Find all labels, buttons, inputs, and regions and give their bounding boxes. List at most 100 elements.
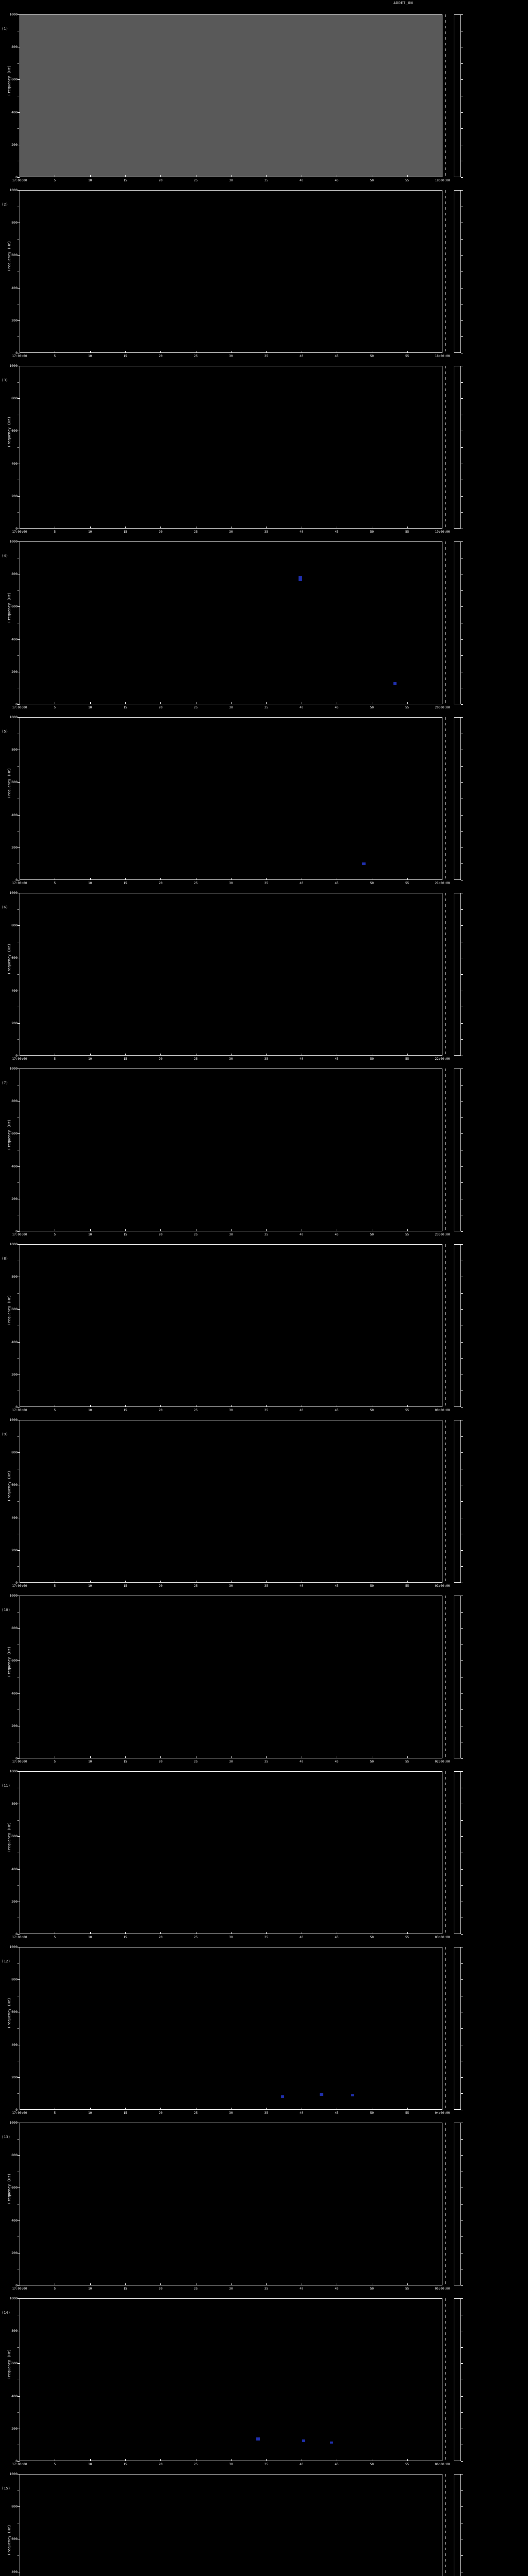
x-axis-ticks: 5 10 15 20 25 30 35 40 45 50 55 17:00:00 20:00:00 <box>12 702 450 715</box>
x-tick-mark <box>125 1756 126 1758</box>
y-tick-mark <box>18 79 20 80</box>
detection-mark <box>361 862 366 865</box>
y-tick-mark <box>18 1550 20 1551</box>
x-tick-mark <box>407 878 408 880</box>
y-tick-mark <box>18 320 20 321</box>
x-tick-label: 40 <box>300 1760 304 1764</box>
spectrogram-plot-area[interactable] <box>20 1596 442 1758</box>
y-tick-label: 800 <box>11 923 18 928</box>
spectrogram-plot-area[interactable] <box>20 2298 442 2461</box>
x-tick-label: 5 <box>54 1233 56 1236</box>
spectrogram-plot-area[interactable] <box>20 366 442 529</box>
x-axis-end-time: 05:00:00 <box>435 2287 450 2291</box>
y-tick-mark-minor <box>18 2490 19 2491</box>
x-axis-start-time: 17:00:00 <box>12 1760 27 1764</box>
x-tick-mark <box>231 702 232 704</box>
detection-mark <box>319 2093 323 2096</box>
x-tick-mark <box>407 702 408 704</box>
x-tick-label: 20 <box>158 706 162 709</box>
x-tick-mark <box>90 1229 91 1231</box>
y-tick-mark-minor <box>18 1963 19 1964</box>
spectrogram-plot-area[interactable] <box>20 2474 442 2576</box>
colorbar-ticks <box>461 1771 466 1935</box>
spectrogram-plot-area[interactable] <box>20 893 442 1056</box>
x-tick-label: 45 <box>335 1233 339 1236</box>
x-tick-mark <box>90 1054 91 1056</box>
x-axis-end-time: 06:00:00 <box>435 2463 450 2466</box>
x-tick-label: 35 <box>264 882 268 885</box>
spectrogram-plot-area[interactable] <box>20 2123 442 2285</box>
spectrogram-plot-area[interactable] <box>20 1069 442 1231</box>
x-axis-start-time: 17:00:00 <box>12 1936 27 1939</box>
y-tick-mark-minor <box>18 766 19 767</box>
colorbar <box>454 1069 461 1231</box>
x-tick-mark <box>160 1405 161 1407</box>
x-tick-mark <box>231 1581 232 1583</box>
panel-index-label: (6) <box>2 905 8 909</box>
x-tick-mark <box>231 527 232 529</box>
x-tick-label: 5 <box>54 882 56 885</box>
y-tick-mark <box>18 2506 20 2507</box>
x-tick-label: 20 <box>158 2111 162 2115</box>
y-tick-label: 0 <box>15 175 18 179</box>
x-tick-label: 10 <box>88 1057 92 1061</box>
y-tick-mark-minor <box>18 1117 19 1118</box>
x-tick-label: 25 <box>194 882 198 885</box>
x-tick-mark <box>231 2283 232 2285</box>
y-tick-label: 400 <box>11 2394 18 2398</box>
x-tick-mark <box>231 2459 232 2461</box>
spectrogram-plot-area[interactable] <box>20 1420 442 1583</box>
x-tick-label: 35 <box>264 2287 268 2291</box>
spectrogram-plot-area[interactable] <box>20 541 442 704</box>
spectrogram-plot-area[interactable] <box>20 14 442 177</box>
y-tick-label: 200 <box>11 669 18 674</box>
x-tick-mark <box>407 175 408 177</box>
y-tick-mark <box>18 815 20 816</box>
y-tick-mark <box>18 1934 20 1935</box>
x-tick-mark <box>125 527 126 529</box>
y-tick-label: 1000 <box>9 1242 18 1246</box>
y-tick-mark-minor <box>18 974 19 975</box>
x-tick-label: 20 <box>158 1936 162 1939</box>
x-tick-label: 10 <box>88 2287 92 2291</box>
y-tick-label: 800 <box>11 1802 18 1806</box>
y-tick-mark <box>18 2474 20 2475</box>
y-tick-label: 600 <box>11 956 18 960</box>
x-tick-mark <box>407 351 408 353</box>
x-tick-mark <box>90 527 91 529</box>
y-tick-label: 0 <box>15 1054 18 1058</box>
y-tick-mark-minor <box>18 1612 19 1613</box>
panel-index-label: (11) <box>2 1784 10 1788</box>
x-tick-label: 30 <box>229 1409 233 1412</box>
x-tick-label: 10 <box>88 2463 92 2466</box>
x-tick-label: 5 <box>54 354 56 358</box>
x-tick-label: 40 <box>300 179 304 182</box>
y-tick-label: 200 <box>11 1723 18 1728</box>
x-tick-mark <box>231 2108 232 2110</box>
x-tick-mark <box>90 878 91 880</box>
x-axis-end-time: 02:00:00 <box>435 1760 450 1764</box>
y-tick-label: 0 <box>15 702 18 706</box>
y-tick-mark <box>18 496 20 497</box>
detection-mark <box>298 576 302 581</box>
spectrogram-plot-area[interactable] <box>20 1947 442 2110</box>
x-tick-mark <box>266 1581 267 1583</box>
x-tick-label: 40 <box>300 1584 304 1588</box>
spectrogram-plot-area[interactable] <box>20 1244 442 1407</box>
y-tick-label: 400 <box>11 988 18 993</box>
x-tick-mark <box>90 2459 91 2461</box>
spectrogram-plot-area[interactable] <box>20 190 442 353</box>
x-tick-mark <box>266 351 267 353</box>
x-axis-ticks: 5 10 15 20 25 30 35 40 45 50 55 17:00:00 04:00:00 <box>12 2108 450 2120</box>
x-tick-label: 15 <box>123 1233 127 1236</box>
x-tick-mark <box>125 1229 126 1231</box>
detection-mark <box>393 682 397 686</box>
x-tick-label: 15 <box>123 2111 127 2115</box>
spectrogram-plot-area[interactable] <box>20 717 442 880</box>
y-tick-mark <box>18 1869 20 1870</box>
y-tick-label: 1000 <box>9 2296 18 2300</box>
x-tick-label: 55 <box>405 1057 409 1061</box>
spectrogram-plot-area[interactable] <box>20 1771 442 1934</box>
x-tick-mark <box>266 527 267 529</box>
x-tick-label: 20 <box>158 1584 162 1588</box>
